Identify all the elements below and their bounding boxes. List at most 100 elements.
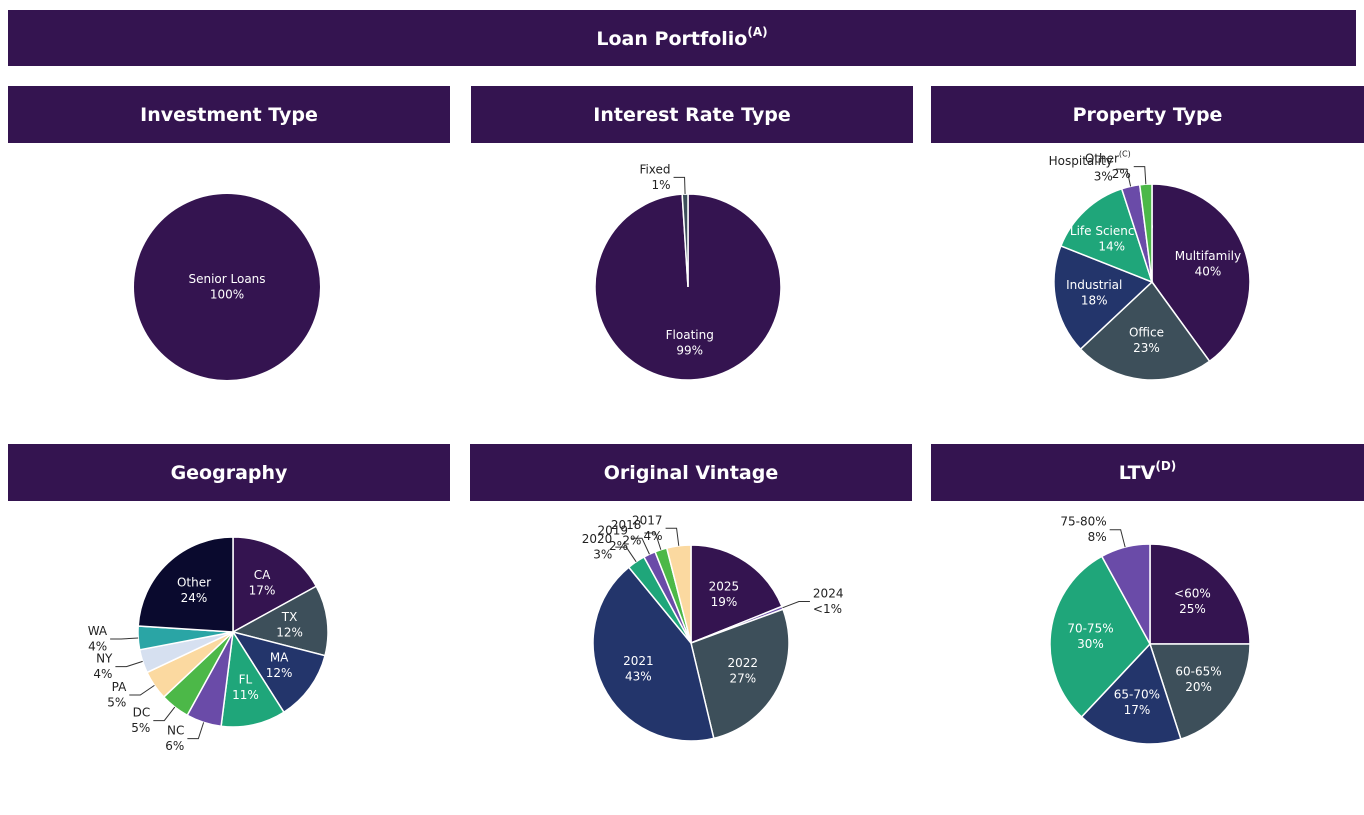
value-label: 5%: [131, 721, 150, 735]
panel-header: [8, 444, 450, 501]
category-label: TX: [281, 609, 298, 623]
category-label: NY: [96, 651, 113, 665]
category-label: 2017: [632, 513, 663, 527]
leader-line: [187, 722, 205, 740]
leader-line: [110, 637, 139, 640]
pie-slice: [134, 194, 320, 380]
value-label: 4%: [644, 529, 663, 543]
value-label: 18%: [1081, 294, 1108, 308]
panel-title: Investment Type: [140, 104, 318, 126]
category-label: 2020: [582, 532, 613, 546]
slice-label: Office: [1129, 325, 1164, 339]
slice-label: 75-80%: [1060, 514, 1106, 528]
slice-label: 2024: [813, 586, 844, 600]
panel-title: LTV(D): [1119, 459, 1177, 484]
value-label: 99%: [676, 343, 703, 357]
slice-label: 2022: [728, 655, 759, 669]
value-label: 40%: [1195, 264, 1222, 278]
value-label: 2%: [1112, 167, 1131, 181]
slice-label: PA: [112, 680, 127, 694]
slice-label: 2025: [709, 579, 740, 593]
slice-label: MA: [270, 650, 289, 664]
leader-line: [153, 706, 176, 722]
panel-title: Interest Rate Type: [593, 104, 790, 126]
category-label: Life Science: [1070, 224, 1142, 238]
value-label: 12%: [276, 625, 303, 639]
pie-slice: [137, 536, 234, 633]
leader-line: [615, 546, 637, 563]
title-text: Geography: [171, 462, 288, 484]
category-label: Other: [177, 575, 211, 589]
value-label: 4%: [88, 640, 107, 654]
pie-slice: [230, 585, 329, 657]
pie-slice: [1151, 183, 1251, 363]
pie-slice: [1053, 244, 1154, 351]
value-label: 5%: [107, 696, 126, 710]
pie-slice: [220, 629, 285, 728]
category-label: Floating: [666, 327, 714, 341]
category-label: Office: [1129, 325, 1164, 339]
value-label: 100%: [210, 288, 244, 302]
panel-title: Geography: [171, 462, 288, 484]
panel-header: [931, 444, 1364, 501]
title-text: LTV: [1119, 462, 1156, 484]
slice-label: WA: [88, 624, 108, 638]
category-label: MA: [270, 650, 289, 664]
value-label: 14%: [1098, 240, 1125, 254]
slice-label: CA: [254, 567, 271, 581]
panel-header: [8, 86, 450, 143]
category-label: 60-65%: [1175, 664, 1221, 678]
panel-header: [471, 86, 913, 143]
title-text: Interest Rate Type: [593, 104, 790, 126]
pie-slice: [690, 544, 783, 645]
category-label: 2021: [623, 654, 654, 668]
value-label: 20%: [1185, 680, 1212, 694]
leader-line: [630, 537, 650, 555]
leader-line: [673, 176, 686, 195]
leader-line: [1115, 168, 1132, 187]
panel-title: Property Type: [1073, 104, 1223, 126]
slice-label: Other(C): [1085, 150, 1131, 166]
category-label: <60%: [1174, 586, 1211, 600]
category-label: 2024: [813, 586, 844, 600]
value-label: 19%: [711, 595, 738, 609]
pie-slice: [1079, 280, 1211, 381]
pie-slice: [1148, 643, 1251, 741]
value-label: 17%: [249, 583, 276, 597]
value-label: 43%: [625, 670, 652, 684]
value-label: 11%: [232, 688, 259, 702]
value-label: 6%: [165, 739, 184, 753]
category-label: NC: [167, 723, 184, 737]
panel-header: [470, 444, 912, 501]
slice-label: Fixed: [639, 162, 670, 176]
pie-slice: [690, 608, 790, 740]
category-label: 75-80%: [1060, 514, 1106, 528]
pie-slice: [681, 193, 689, 288]
slice-label: 2021: [623, 654, 654, 668]
slice-label: 65-70%: [1114, 687, 1160, 701]
slice-label: Hospitality: [1049, 154, 1113, 168]
slice-label: 2018: [611, 517, 642, 531]
slice-label: NC: [167, 723, 184, 737]
slice-label: <60%: [1174, 586, 1211, 600]
slice-label: Multifamily: [1175, 248, 1241, 262]
panel-title: Original Vintage: [604, 462, 778, 484]
slice-label: FL: [239, 672, 253, 686]
pie-slice: [232, 536, 318, 634]
value-label: 2%: [609, 539, 628, 553]
value-label: 1%: [652, 178, 671, 192]
value-label: 12%: [266, 666, 293, 680]
leader-line: [1109, 529, 1126, 548]
value-label: 24%: [181, 591, 208, 605]
category-label: 2022: [728, 655, 759, 669]
leader-line: [644, 532, 662, 550]
category-label: 2018: [611, 517, 642, 531]
pie-slice: [1138, 183, 1153, 283]
value-label: 8%: [1088, 530, 1107, 544]
slice-label: DC: [133, 705, 151, 719]
leader-line: [665, 527, 680, 546]
category-label: PA: [112, 680, 127, 694]
pie-slice: [1049, 555, 1151, 718]
value-label: <1%: [813, 602, 842, 616]
slice-label: Industrial: [1066, 278, 1122, 292]
